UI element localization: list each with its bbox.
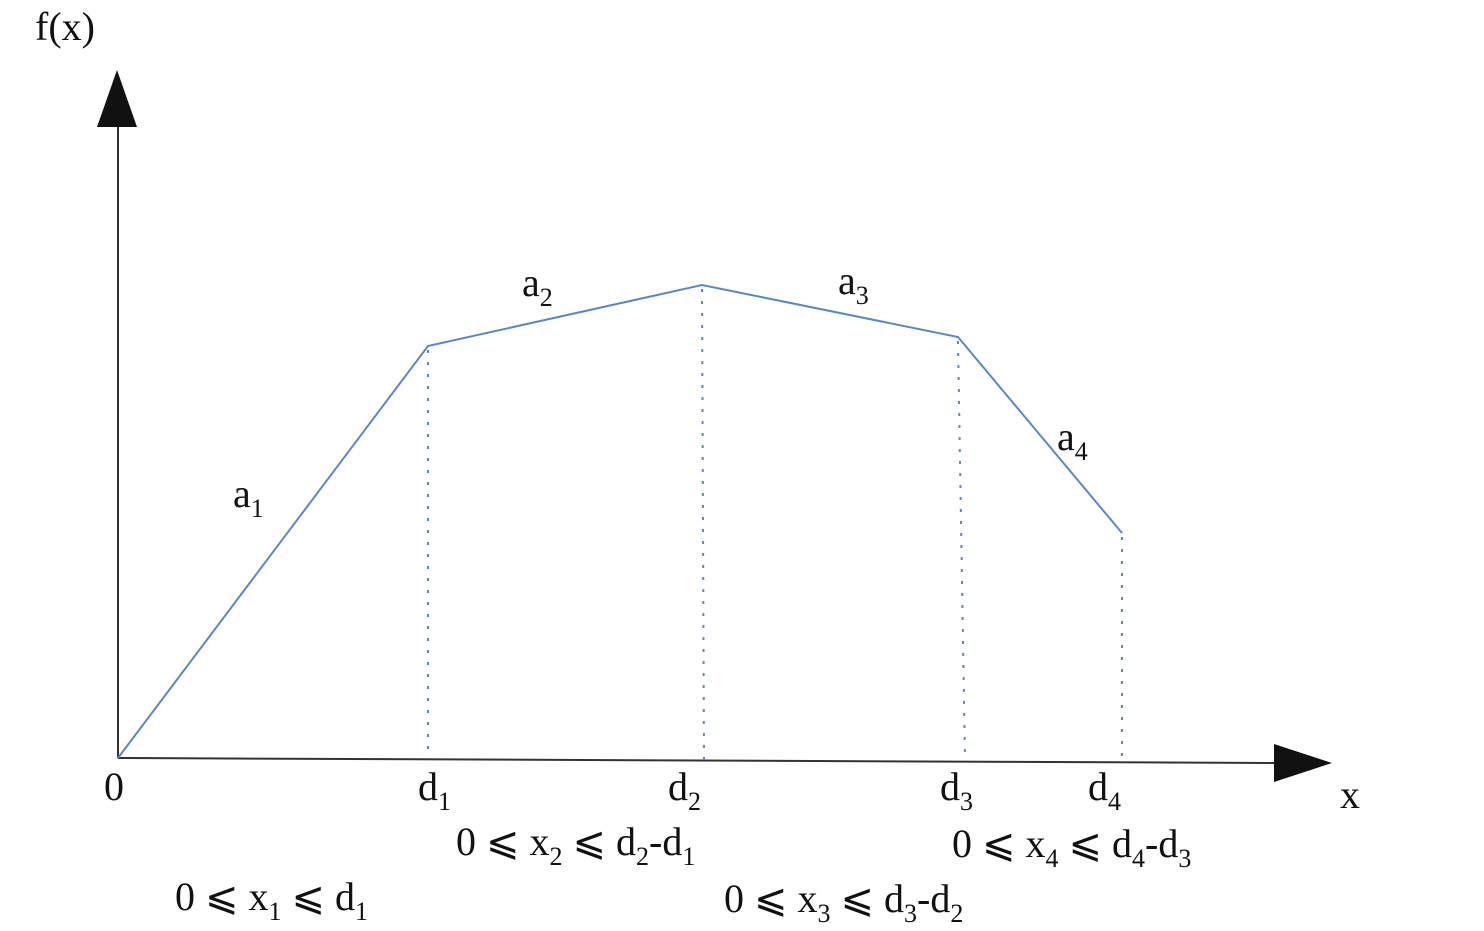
text-run: a bbox=[838, 258, 856, 303]
text-run: -d bbox=[1145, 821, 1178, 866]
segment-label: a2 bbox=[522, 260, 553, 312]
subscript: 3 bbox=[856, 281, 869, 310]
text-run: ⩽ d bbox=[831, 876, 905, 921]
text-run: d bbox=[1088, 764, 1108, 809]
x-axis bbox=[117, 757, 1281, 764]
constraint-label: 0 ⩽ x4 ⩽ d4-d3 bbox=[952, 821, 1191, 873]
subscript: 1 bbox=[682, 842, 695, 871]
drop-lines bbox=[427, 288, 1123, 762]
subscript: 1 bbox=[251, 494, 264, 523]
text-run: d bbox=[940, 764, 960, 809]
constraint-label: 0 ⩽ x3 ⩽ d3-d2 bbox=[724, 876, 963, 928]
text-run: -d bbox=[917, 876, 950, 921]
breakpoint-label: d3 bbox=[940, 764, 973, 816]
subscript: 2 bbox=[540, 283, 553, 312]
drop-line bbox=[701, 288, 705, 761]
subscript: 1 bbox=[438, 787, 451, 816]
segment-label: a4 bbox=[1057, 414, 1088, 466]
breakpoint-label: d1 bbox=[418, 764, 451, 816]
subscript: 1 bbox=[355, 897, 368, 926]
text-run: d bbox=[418, 764, 438, 809]
drop-line bbox=[957, 340, 966, 762]
subscript: 4 bbox=[1075, 437, 1088, 466]
text-run: a bbox=[522, 260, 540, 305]
text-run: a bbox=[233, 471, 251, 516]
text-run: -d bbox=[649, 819, 682, 864]
segment-label: a1 bbox=[233, 471, 264, 523]
subscript: 2 bbox=[636, 842, 649, 871]
subscript: 4 bbox=[1132, 844, 1145, 873]
text-run: 0 ⩽ x bbox=[175, 874, 269, 919]
text-run: 0 ⩽ x bbox=[952, 821, 1046, 866]
piecewise-function bbox=[117, 283, 1123, 759]
breakpoint-label: d4 bbox=[1088, 764, 1121, 816]
text-run: a bbox=[1057, 414, 1075, 459]
y-axis-label: f(x) bbox=[35, 4, 95, 49]
subscript: 3 bbox=[904, 899, 917, 928]
subscript: 4 bbox=[1108, 787, 1121, 816]
constraint-label: 0 ⩽ x2 ⩽ d2-d1 bbox=[456, 819, 695, 871]
segment-label: a3 bbox=[838, 258, 869, 310]
constraint-label: 0 ⩽ x1 ⩽ d1 bbox=[175, 874, 368, 926]
y-axis-arrow bbox=[97, 70, 137, 127]
subscript: 2 bbox=[688, 787, 701, 816]
text-run: ⩽ d bbox=[1059, 821, 1133, 866]
subscript: 3 bbox=[960, 787, 973, 816]
subscript: 2 bbox=[550, 842, 563, 871]
breakpoint-label: d2 bbox=[668, 764, 701, 816]
text-run: ⩽ d bbox=[563, 819, 637, 864]
subscript: 4 bbox=[1046, 844, 1059, 873]
text-run: ⩽ d bbox=[282, 874, 356, 919]
text-run: 0 ⩽ x bbox=[456, 819, 550, 864]
text-run: 0 ⩽ x bbox=[724, 876, 818, 921]
subscript: 2 bbox=[950, 899, 963, 928]
origin-label: 0 bbox=[104, 764, 124, 809]
subscript: 3 bbox=[818, 899, 831, 928]
text-run: d bbox=[668, 764, 688, 809]
x-axis-label: x bbox=[1340, 772, 1360, 817]
subscript: 3 bbox=[1178, 844, 1191, 873]
subscript: 1 bbox=[269, 897, 282, 926]
x-axis-arrow bbox=[1274, 744, 1332, 782]
